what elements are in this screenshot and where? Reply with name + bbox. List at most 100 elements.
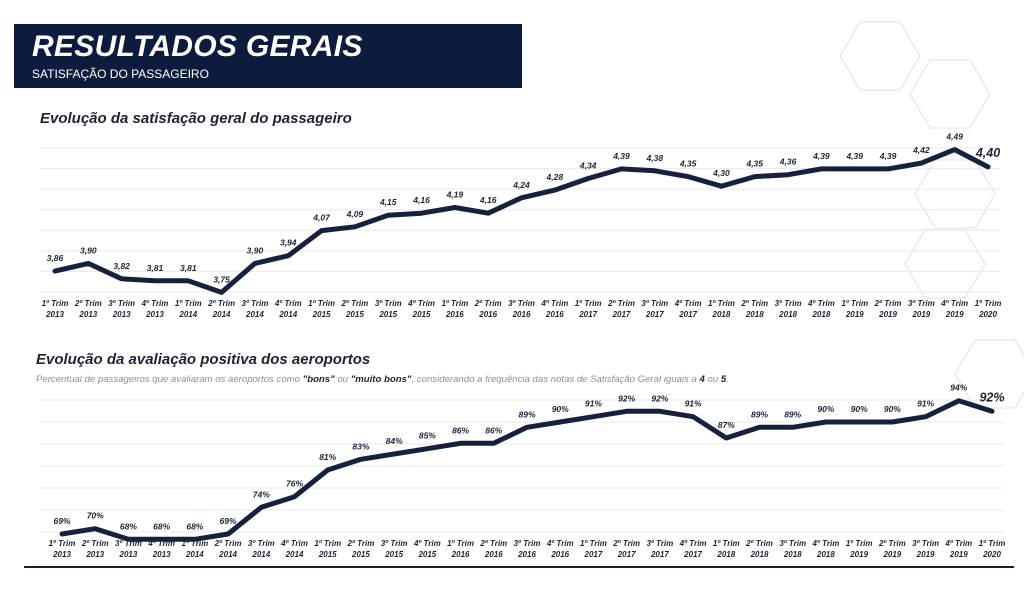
chart-2-tick-label: 4º Trim 2018 [812,539,840,559]
chart-2-tick-label: 4º Trim 2014 [280,539,308,559]
chart-2-data-point [426,448,428,450]
chart-2-series-line [59,398,995,542]
chart-1-data-label: 4,09 [346,209,364,219]
chart-1-tick-label: 1º Trim 2017 [575,299,602,319]
chart-1-data-label: 4,15 [379,197,397,207]
chart-2-data-point [127,538,129,540]
chart-2-data-label: 70% [87,511,104,521]
chart-2-data-label: 76% [286,479,303,489]
chart-1-tick-label: 3º Trim 2016 [508,299,535,319]
chart-1-tick-label: 4º Trim 2016 [540,299,568,319]
chart-1-data-point [287,255,289,257]
chart-2-data-point [692,416,694,418]
chart-1-data-label: 3,82 [113,261,130,271]
chart-2-tick-label: 2º Trim 2016 [479,539,507,559]
chart-2-data-point [526,426,528,428]
chart-1-tick-label: 1º Trim 2015 [308,299,335,319]
chart-2-tick-label: 3º Trim 2018 [779,539,806,559]
chart-2-data-label: 94% [950,383,967,393]
page-subtitle: SATISFAÇÃO DO PASSAGEIRO [32,67,209,81]
chart-2-data-point [460,442,462,444]
chart-1-data-label: 3,94 [280,238,297,248]
chart-1-data-point [487,212,489,214]
chart-2-data-label: 81% [319,452,336,462]
chart-1-tick-label: 1º Trim 2014 [175,299,202,319]
chart-1-tick-label: 1º Trim 2019 [841,299,868,319]
chart-2-tick-label: 4º Trim 2017 [679,539,707,559]
chart-2-tick-label: 4º Trim 2013 [147,539,175,559]
chart-2-data-label: 90% [817,404,834,414]
chart-1-data-label: 3,81 [147,263,164,273]
chart-2-data-label: 90% [851,404,868,414]
chart-1-data-label: 4,19 [446,189,464,199]
chart-1-data-point [387,214,389,216]
chart-2-data-label: 89% [751,409,768,419]
chart-2-data-label: 90% [552,404,569,414]
chart-2-data-point [559,421,561,423]
chart-2-tick-label: 2º Trim 2014 [214,539,242,559]
chart-2-data-label: 68% [186,521,203,531]
chart-2-data-label: 89% [784,409,801,419]
chart-1-data-label: 4,24 [512,180,530,190]
chart-1-tick-label: 1º Trim 2016 [441,299,468,319]
chart-2-data-point [958,400,960,402]
chart-2-data-point [493,442,495,444]
chart-1-tick-label: 1º Trim 2013 [42,299,69,319]
chart-2-data-point [227,533,229,535]
chart-1-data-point [354,226,356,228]
chart-2-data-point [592,416,594,418]
chart-1-tick-label: 2º Trim 2017 [607,299,635,319]
chart-1-data-label: 4,35 [679,159,697,169]
chart-1-data-label: 4,39 [845,151,863,161]
chart-2-data-label: 86% [452,425,469,435]
chart-1-data-point [421,212,423,214]
chart-1-data-label: 4,16 [479,195,497,205]
chart-2-data-label: 68% [153,521,170,531]
chart-1-data-label: 3,90 [247,245,264,255]
chart-1-tick-label: 2º Trim 2013 [74,299,102,319]
chart-2-tick-label: 1º Trim 2020 [979,539,1006,559]
chart-1-tick-label: 3º Trim 2013 [108,299,135,319]
chart-2-data-point [360,458,362,460]
chart-1-data-point [687,176,689,178]
chart-2-data-label: 68% [120,521,137,531]
chart-2-data-point [294,496,295,498]
chart-2-data-point [94,528,96,530]
chart-1-tick-label: 4º Trim 2018 [807,299,835,319]
chart-2-data-label: 84% [386,436,403,446]
chart-1-data-point [920,162,922,164]
chart-2-tick-label: 1º Trim 2017 [580,539,607,559]
chart-1-data-label: 3,90 [80,245,97,255]
chart-2-data-label: 91% [917,399,934,409]
chart-1-data-label: 4,38 [646,153,664,163]
chart-1-tick-label: 4º Trim 2019 [940,299,968,319]
chart-2-data-label: 92% [651,393,668,403]
chart-2-tick-label: 2º Trim 2015 [347,539,375,559]
chart-2-data-label: 92% [618,393,635,403]
chart-2-title: Evolução da avaliação positiva dos aerop… [36,351,371,368]
chart-2-tick-label: 3º Trim 2016 [514,539,541,559]
chart-2-tick-label: 1º Trim 2013 [49,539,76,559]
chart-2-data-point [792,426,794,428]
chart-1-data-point [754,176,756,178]
chart-2-data-label: 92% [979,390,1004,404]
chart-2-tick-label: 2º Trim 2017 [612,539,640,559]
chart-1-data-point [187,280,189,282]
chart-1-data-point [854,168,856,170]
chart-1-data-point [321,230,323,232]
chart-1-tick-label: 3º Trim 2015 [375,299,402,319]
page-title: RESULTADOS GERAIS [32,30,363,63]
chart-2-tick-label: 2º Trim 2018 [745,539,773,559]
chart-2-data-point [626,410,628,412]
chart-2-data-point [61,533,63,535]
chart-2-data-point [825,421,827,423]
chart-2-tick-label: 1º Trim 2018 [713,539,740,559]
chart-2-data-point [161,538,163,540]
chart-1-data-label: 4,34 [579,161,597,171]
chart-1-data-point [620,168,622,170]
chart-1-data-label: 4,39 [612,151,630,161]
chart-1-data-label: 4,16 [412,195,430,205]
chart-2-tick-label: 1º Trim 2019 [846,539,873,559]
chart-2-data-label: 85% [419,431,436,441]
